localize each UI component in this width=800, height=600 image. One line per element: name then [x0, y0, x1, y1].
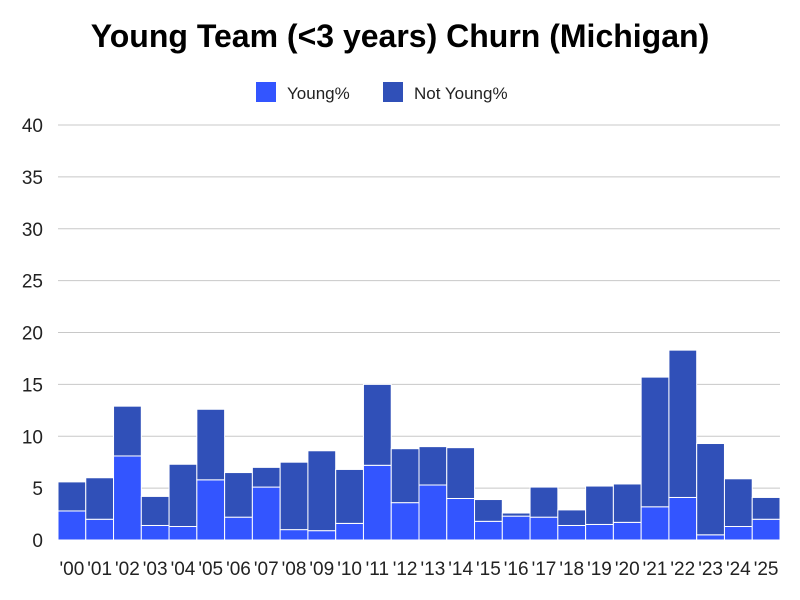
bar-young — [446, 498, 476, 541]
axes: 0 5 10 15 20 25 30 35 40 '00'01'02'03'04'05'06'07… — [22, 116, 779, 580]
x-tick-label: '14 — [448, 559, 473, 580]
y-tick-label: 40 — [22, 116, 43, 137]
x-tick-label: '15 — [476, 559, 501, 580]
bar-young — [696, 534, 725, 541]
x-tick-label: '03 — [143, 559, 168, 580]
chart-title: Young Team (<3 years) Churn (Michigan) — [90, 18, 710, 54]
y-tick-label: 0 — [32, 531, 43, 552]
bar-not-young — [85, 477, 115, 520]
legend-label-young: Young% — [287, 84, 350, 103]
bar-not-young — [557, 509, 587, 526]
x-tick-label: '23 — [698, 559, 723, 580]
bar-young — [279, 529, 309, 541]
x-tick-label: '22 — [670, 559, 695, 580]
bar-not-young — [501, 512, 531, 517]
bar-young — [612, 521, 642, 541]
bars — [57, 349, 781, 541]
legend-label-not-young: Not Young% — [414, 84, 508, 103]
x-tick-label: '16 — [504, 559, 529, 580]
bar-young — [307, 530, 337, 541]
bar-not-young — [585, 485, 614, 525]
bar-young — [113, 455, 142, 541]
x-tick-label: '01 — [87, 559, 112, 580]
y-tick-label: 15 — [22, 375, 43, 396]
bar-not-young — [612, 483, 642, 523]
bar-not-young — [168, 463, 198, 528]
bar-not-young — [224, 472, 253, 518]
bar-young — [640, 506, 670, 541]
x-tick-label: '10 — [337, 559, 362, 580]
legend-swatch-young — [256, 82, 276, 102]
y-tick-label: 5 — [32, 479, 43, 500]
bar-not-young — [113, 405, 142, 457]
bar-young — [723, 526, 753, 541]
bar-young — [85, 518, 115, 541]
bar-young — [668, 496, 698, 541]
x-tick-label: '04 — [171, 559, 196, 580]
bar-young — [168, 526, 198, 541]
bar-young — [251, 486, 281, 541]
bar-not-young — [529, 486, 559, 518]
x-tick-label: '02 — [115, 559, 140, 580]
bar-young — [224, 516, 253, 541]
legend: Young% Not Young% — [256, 82, 508, 103]
x-tick-label: '11 — [366, 559, 389, 580]
bar-young — [335, 522, 364, 541]
bar-young — [529, 516, 559, 541]
bar-not-young — [140, 495, 170, 526]
x-tick-label: '05 — [198, 559, 223, 580]
x-tick-label: '12 — [393, 559, 418, 580]
x-tick-label: '09 — [309, 559, 334, 580]
bar-young — [418, 484, 448, 541]
bar-not-young — [696, 443, 725, 536]
bar-not-young — [362, 383, 392, 466]
y-tick-label: 20 — [22, 324, 43, 345]
bar-not-young — [474, 499, 503, 522]
x-tick-label: '07 — [254, 559, 279, 580]
x-tick-label: '25 — [754, 559, 779, 580]
bar-young — [557, 524, 587, 541]
y-tick-label: 30 — [22, 220, 43, 241]
bar-young — [501, 515, 531, 541]
x-tick-label: '19 — [587, 559, 612, 580]
x-tick-label: '06 — [226, 559, 251, 580]
x-tick-label: '17 — [532, 559, 557, 580]
x-tick-label: '18 — [559, 559, 584, 580]
x-tick-label: '21 — [643, 559, 668, 580]
x-tick-label: '00 — [60, 559, 85, 580]
bar-not-young — [668, 349, 698, 498]
bar-not-young — [307, 450, 337, 532]
y-tick-label: 25 — [22, 272, 43, 293]
bar-not-young — [418, 446, 448, 486]
bar-not-young — [279, 461, 309, 531]
bar-young — [474, 520, 503, 541]
y-tick-label: 35 — [22, 168, 43, 189]
bar-young — [585, 523, 614, 541]
bar-not-young — [751, 496, 781, 520]
bar-young — [390, 502, 420, 541]
bar-young — [751, 518, 781, 541]
bar-not-young — [446, 447, 476, 500]
bar-not-young — [335, 468, 364, 524]
bar-young — [57, 510, 87, 541]
bar-not-young — [251, 466, 281, 488]
x-tick-label: '08 — [282, 559, 307, 580]
bar-young — [362, 464, 392, 541]
bar-not-young — [640, 376, 670, 508]
bar-not-young — [390, 448, 420, 504]
x-tick-label: '20 — [615, 559, 640, 580]
x-tick-label: '13 — [421, 559, 446, 580]
bar-not-young — [196, 408, 226, 481]
bar-young — [140, 524, 170, 541]
bar-not-young — [57, 481, 87, 512]
legend-swatch-not-young — [383, 82, 403, 102]
x-tick-label: '24 — [726, 559, 751, 580]
bar-not-young — [723, 478, 753, 528]
bar-young — [196, 479, 226, 541]
y-tick-label: 10 — [22, 427, 43, 448]
